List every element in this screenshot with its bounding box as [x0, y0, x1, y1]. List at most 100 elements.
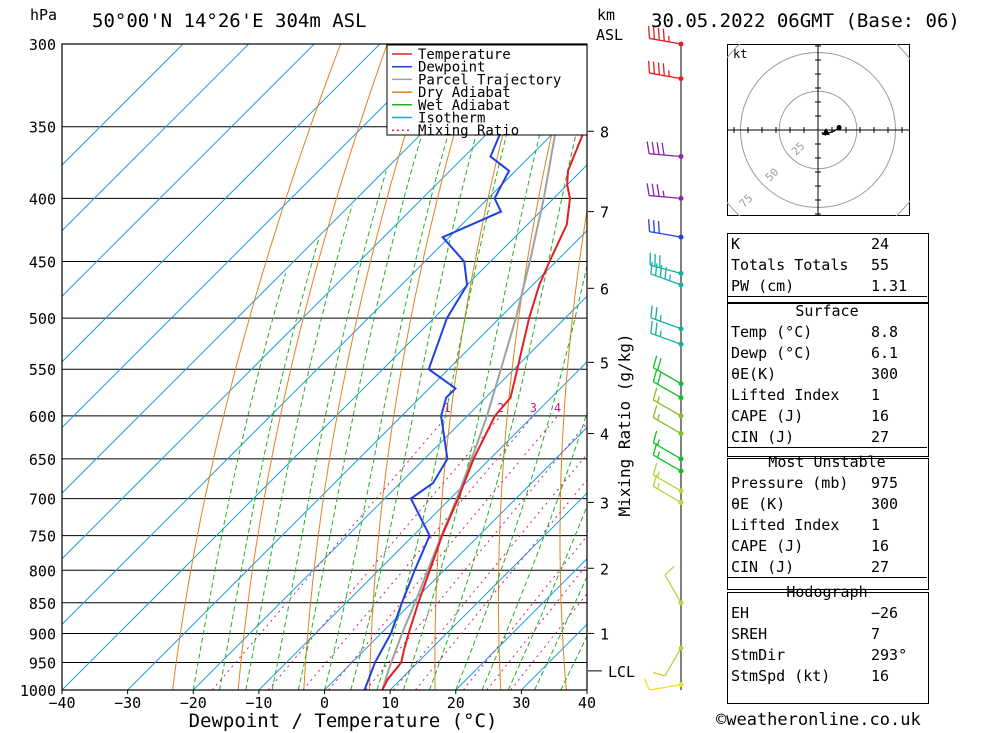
wind-barb [646, 141, 684, 160]
index-label: StmSpd (kt) [731, 666, 831, 685]
index-value: 27 [871, 427, 890, 446]
index-row: CAPE (J) 16 [727, 405, 927, 426]
index-row: Pressure (mb) 975 [727, 472, 927, 493]
location-title: 50°00'N 14°26'E 304m ASL [92, 10, 367, 32]
wind-barb-full [651, 183, 655, 197]
isotherm-line [62, 44, 446, 429]
wind-barb-full [659, 264, 663, 278]
index-label: Pressure (mb) [731, 473, 849, 492]
wet-adiabat-line [192, 273, 287, 690]
index-label: Lifted Index [731, 385, 840, 404]
wind-barb [652, 474, 684, 505]
pressure-tick-label: 400 [29, 190, 56, 208]
index-row: Lifted Index 1 [727, 384, 927, 405]
wind-barb-staff [650, 273, 682, 286]
wind-barb-half [656, 471, 660, 478]
mixing-ratio-line [328, 415, 558, 690]
parcel-trajectory-line [381, 44, 572, 690]
wind-barb-full [643, 678, 651, 691]
wind-barb [650, 261, 684, 288]
wet-adiabat-line [481, 411, 587, 690]
dry-adiabat-line [991, 44, 1000, 690]
wind-barb-full [656, 372, 662, 385]
index-label: SREH [731, 624, 768, 643]
wind-barb-full [650, 261, 653, 275]
index-label: CAPE (J) [731, 406, 804, 425]
isotherm-line [62, 164, 587, 690]
pressure-tick-label: 750 [29, 528, 56, 546]
wind-barb-full [652, 474, 658, 487]
pressure-tick-label: 1000 [20, 682, 56, 700]
pressure-tick-label: 600 [29, 408, 56, 426]
wind-barb-full [651, 141, 655, 155]
wind-barb-full [650, 320, 653, 334]
mixing-ratio-label: 4 [554, 401, 561, 415]
index-row: Lifted Index 1 [727, 514, 927, 535]
wind-barb [649, 252, 684, 276]
pressure-tick-label: 800 [29, 562, 56, 580]
wind-barb-full [657, 62, 660, 75]
index-value: 55 [871, 255, 890, 274]
wind-barb [652, 369, 684, 401]
wind-barb-staff [652, 442, 682, 460]
wind-barb [647, 219, 684, 240]
dry-adiabat-line [559, 207, 587, 690]
wind-barb [646, 183, 684, 201]
isotherm-line [389, 492, 587, 690]
wind-barb [652, 387, 684, 419]
legend-item: Wet Adiabat [418, 98, 511, 114]
index-value: 6.1 [871, 343, 899, 362]
asl-label: ASL [596, 26, 624, 44]
wind-barb [647, 26, 684, 47]
isotherm-line [62, 44, 578, 560]
wind-barb [652, 430, 684, 462]
index-label: StmDir [731, 645, 786, 664]
wind-barb-full [647, 26, 651, 39]
dry-adiabat-line [172, 44, 342, 690]
hpa-unit-label: hPa [30, 6, 58, 24]
temperature-line [381, 122, 587, 690]
legend-item: Dry Adiabat [418, 85, 511, 101]
mixing-ratio-axis-title: Mixing Ratio (g/kg) [615, 333, 634, 516]
isotherm-line [62, 44, 249, 232]
mixing-ratio-line [267, 415, 501, 690]
section-title: Most Unstable [727, 447, 927, 472]
index-label: CIN (J) [731, 427, 795, 446]
legend-item: Dewpoint [418, 60, 485, 76]
x-tick-label: −10 [245, 694, 272, 712]
storm-motion-marker [822, 128, 830, 135]
isotherm-line [62, 44, 315, 297]
pressure-tick-label: 650 [29, 451, 56, 469]
wet-adiabat-line [219, 237, 320, 690]
km-unit-label: km [597, 6, 616, 24]
index-label: CAPE (J) [731, 536, 804, 555]
x-tick-label: 10 [381, 694, 399, 712]
wind-barb [652, 355, 684, 387]
isotherm-line [258, 361, 587, 690]
wind-barb-half [659, 314, 662, 322]
wet-adiabat-line [245, 204, 353, 690]
wind-barb-full [652, 671, 666, 677]
index-row: θE (K) 300 [727, 493, 927, 514]
wind-barb-half [659, 330, 662, 337]
wind-barb-full [652, 430, 658, 444]
index-label: K [731, 234, 741, 253]
mixing-ratio-label: 16 [677, 401, 691, 415]
wind-barb-staff [649, 153, 682, 158]
wind-barb-half [669, 274, 672, 281]
x-tick-label: −40 [48, 694, 75, 712]
wind-barb-staff [652, 399, 682, 417]
wind-barb-full [662, 63, 665, 76]
index-label: CIN (J) [731, 557, 795, 576]
x-tick-label: −20 [180, 694, 207, 712]
km-tick-label: 4 [600, 426, 609, 444]
index-label: Dewp (°C) [731, 343, 813, 362]
wind-barb-staff [649, 37, 682, 45]
index-value: 1.31 [871, 276, 908, 295]
index-row: PW (cm) 1.31 [727, 275, 927, 297]
wind-barb [652, 405, 684, 437]
isotherm-line [62, 44, 184, 166]
dry-adiabat-line [434, 44, 528, 690]
wind-barb-full [647, 60, 651, 74]
